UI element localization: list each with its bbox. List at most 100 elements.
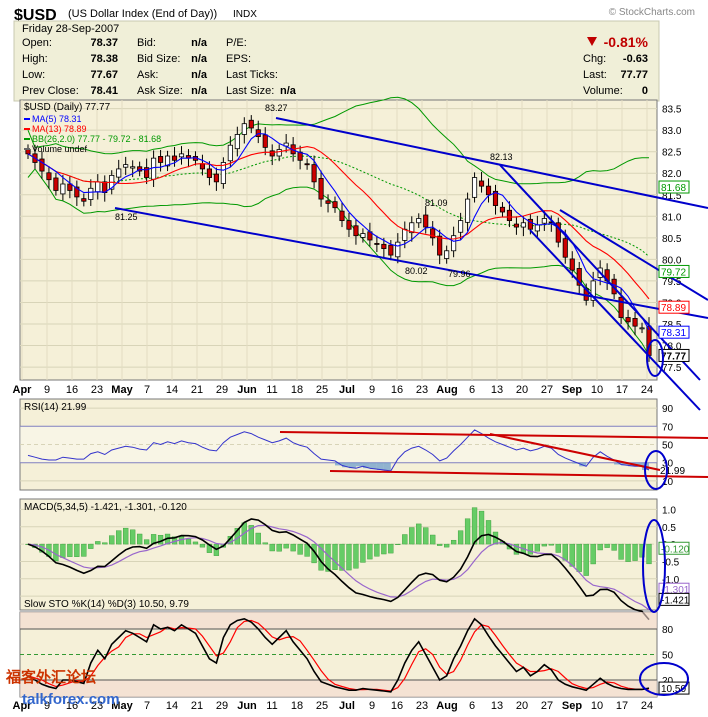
rsi-oversold-fill: [621, 462, 629, 466]
trend-line: [529, 229, 701, 411]
quote-label: Last Size:: [226, 85, 274, 97]
quote-label: Last Ticks:: [226, 69, 278, 81]
sto-x-tick: 27: [541, 700, 553, 712]
price-x-tick: 16: [391, 384, 403, 396]
candle-body: [339, 210, 345, 222]
sto-title: Slow STO %K(14) %D(3) 10.50, 9.79: [24, 599, 189, 610]
candle-body: [499, 206, 506, 213]
candle-body: [534, 224, 540, 232]
macd-histogram-bar: [569, 543, 575, 567]
right-label-box: [658, 348, 690, 362]
candle-body: [395, 241, 401, 258]
price-panel: 83.583.082.582.081.581.080.580.079.579.0…: [13, 96, 708, 411]
candle-body: [151, 157, 157, 180]
candle-body: [576, 268, 582, 286]
candle-body: [269, 150, 275, 157]
price-x-tick: Jun: [237, 384, 257, 396]
macd-histogram-bar: [618, 543, 624, 560]
sto-k-line: [27, 617, 650, 693]
candle-body: [164, 155, 171, 167]
sto-x-tick: 18: [291, 700, 303, 712]
candle-body: [206, 168, 212, 178]
macd-histogram-bar: [185, 538, 192, 545]
sto-y-tick: 20: [662, 676, 674, 687]
rsi-oversold-fill: [376, 462, 384, 470]
macd-y-tick: -1.0: [662, 575, 680, 586]
macd-histogram-bar: [450, 539, 457, 545]
macd-histogram-bar: [353, 543, 359, 569]
macd-last: -1.421: [661, 595, 690, 606]
candle-body: [311, 164, 317, 183]
candle-body: [67, 183, 73, 191]
rsi-oversold-fill: [355, 462, 363, 467]
price-y-tick: 80.5: [662, 234, 682, 245]
macd-histogram-bar: [534, 543, 541, 552]
price-y-tick: 78.5: [662, 320, 682, 331]
macd-last: -0.120: [661, 544, 690, 555]
macd-histogram-bar: [381, 543, 387, 555]
macd-histogram-bar: [457, 530, 464, 545]
candle-body: [178, 153, 185, 158]
price-x-tick: 17: [616, 384, 628, 396]
macd-histogram-bar: [444, 543, 450, 548]
price-title: $USD (Daily) 77.77: [24, 102, 111, 113]
sto-y-tick: 80: [662, 625, 674, 636]
rsi-oversold-fill: [383, 462, 391, 471]
macd-histogram-bar: [388, 543, 394, 554]
right-label: 77.77: [661, 351, 686, 362]
macd-histogram-bar: [471, 507, 478, 545]
quote-value: 0: [642, 85, 648, 97]
candle-body: [632, 317, 638, 327]
candle-body: [513, 223, 519, 228]
quote-label: Prev Close:: [22, 85, 79, 97]
sto-x-tick: Jul: [339, 700, 355, 712]
macd-frame: [19, 498, 658, 611]
macd-histogram-bar: [583, 543, 589, 576]
price-y-tick: 82.0: [662, 169, 682, 180]
candle-body: [227, 144, 233, 162]
quote-value: n/a: [280, 85, 297, 97]
candle-body: [325, 200, 331, 204]
macd-histogram-bar: [367, 543, 373, 560]
quote-label: Last:: [583, 69, 607, 81]
sto-x-tick: 17: [616, 700, 628, 712]
candle-body: [158, 156, 164, 163]
macd-histogram-bar: [283, 543, 289, 549]
price-x-tick: 24: [641, 384, 653, 396]
candle-body: [444, 250, 450, 259]
macd-histogram-bar: [548, 543, 554, 546]
right-label: 78.31: [661, 328, 686, 339]
price-x-tick: Apr: [13, 384, 33, 396]
sto-x-tick: 25: [316, 700, 328, 712]
candle-body: [492, 190, 499, 206]
macd-last-box: [658, 541, 690, 555]
price-x-tick: 9: [369, 384, 375, 396]
quote-label: Ask:: [137, 69, 158, 81]
rsi-oversold-fill: [341, 462, 349, 468]
candle-body: [451, 235, 457, 252]
rsi-y-tick: 50: [662, 441, 674, 452]
rsi-oversold-fill: [572, 462, 580, 464]
right-label: 78.89: [661, 303, 686, 314]
candle-body: [618, 296, 624, 318]
change-percent: -0.81%: [604, 34, 649, 50]
macd-histogram-bar: [437, 543, 443, 546]
macd-histogram-bar: [290, 543, 296, 552]
bb-upper-line: [27, 96, 650, 185]
price-y-tick: 83.5: [662, 105, 682, 116]
sto-oversold-band: [20, 680, 657, 697]
price-x-tick: 14: [166, 384, 178, 396]
macd-histogram-bar: [402, 534, 408, 545]
macd-histogram-bar: [409, 527, 415, 545]
macd-line: [27, 518, 650, 621]
quote-label: Ask Size:: [137, 85, 183, 97]
price-y-tick: 77.5: [662, 363, 682, 374]
macd-histogram-bar: [430, 534, 436, 545]
price-x-tick: Sep: [562, 384, 582, 396]
macd-histogram-bar: [109, 535, 115, 545]
candle-body: [360, 233, 366, 238]
rsi-trend-line: [489, 433, 661, 471]
price-x-tick: May: [111, 384, 133, 396]
price-y-tick: 81.0: [662, 212, 682, 223]
